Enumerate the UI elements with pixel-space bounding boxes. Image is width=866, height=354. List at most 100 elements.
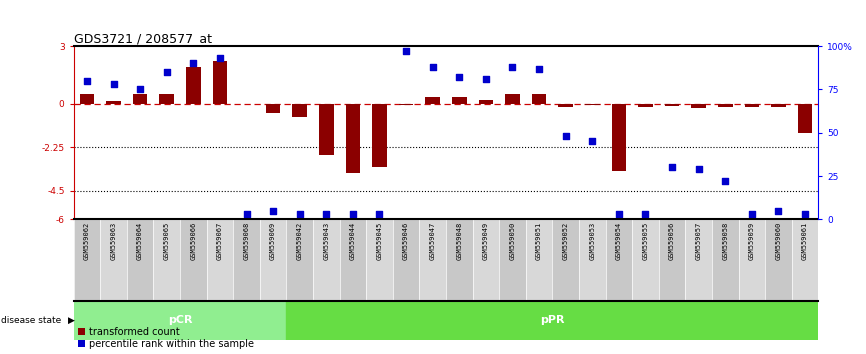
Bar bbox=[479, 100, 494, 104]
Point bbox=[213, 55, 227, 61]
Bar bbox=[180, 219, 207, 301]
Text: GSM559045: GSM559045 bbox=[377, 222, 383, 260]
Bar bbox=[266, 104, 281, 114]
Bar bbox=[293, 104, 307, 117]
Bar bbox=[585, 104, 599, 105]
Point bbox=[479, 76, 493, 82]
Bar bbox=[766, 219, 792, 301]
Bar bbox=[372, 104, 387, 167]
Text: GSM559049: GSM559049 bbox=[483, 222, 489, 260]
Bar bbox=[233, 219, 260, 301]
Bar bbox=[159, 94, 174, 104]
Point bbox=[665, 165, 679, 170]
Text: GSM559047: GSM559047 bbox=[430, 222, 436, 260]
Point bbox=[80, 78, 94, 84]
Bar bbox=[446, 219, 473, 301]
Bar bbox=[366, 219, 393, 301]
Point bbox=[585, 138, 599, 144]
Text: GSM559046: GSM559046 bbox=[403, 222, 409, 260]
Bar bbox=[718, 104, 733, 107]
Bar bbox=[605, 219, 632, 301]
Text: GDS3721 / 208577_at: GDS3721 / 208577_at bbox=[74, 32, 211, 45]
Bar bbox=[691, 104, 706, 108]
Bar bbox=[452, 97, 467, 104]
Text: disease state: disease state bbox=[1, 316, 61, 325]
Bar bbox=[505, 94, 520, 104]
Text: GSM559048: GSM559048 bbox=[456, 222, 462, 260]
Bar bbox=[739, 219, 766, 301]
Bar bbox=[107, 101, 121, 104]
Text: GSM559056: GSM559056 bbox=[669, 222, 675, 260]
Point bbox=[320, 211, 333, 217]
Point bbox=[399, 48, 413, 54]
Bar bbox=[339, 219, 366, 301]
Text: GSM559059: GSM559059 bbox=[749, 222, 755, 260]
Bar bbox=[398, 104, 413, 105]
Bar bbox=[792, 219, 818, 301]
Text: GSM559063: GSM559063 bbox=[111, 222, 117, 260]
Bar bbox=[665, 104, 680, 106]
Bar bbox=[579, 219, 605, 301]
Point bbox=[372, 211, 386, 217]
Text: GSM559060: GSM559060 bbox=[775, 222, 781, 260]
Bar bbox=[798, 104, 812, 133]
Text: GSM559067: GSM559067 bbox=[216, 222, 223, 260]
Text: GSM559044: GSM559044 bbox=[350, 222, 356, 260]
Bar bbox=[287, 301, 818, 340]
Bar bbox=[526, 219, 553, 301]
Bar bbox=[559, 104, 573, 107]
Text: GSM559068: GSM559068 bbox=[243, 222, 249, 260]
Text: GSM559053: GSM559053 bbox=[589, 222, 595, 260]
Bar bbox=[100, 219, 126, 301]
Bar bbox=[419, 219, 446, 301]
Bar bbox=[632, 219, 659, 301]
Bar bbox=[553, 219, 579, 301]
Point bbox=[133, 86, 147, 92]
Bar bbox=[745, 104, 759, 107]
Bar bbox=[771, 104, 785, 107]
Bar bbox=[611, 104, 626, 171]
Point bbox=[293, 211, 307, 217]
Point bbox=[638, 211, 652, 217]
Point bbox=[240, 211, 254, 217]
Bar bbox=[319, 104, 333, 155]
Text: ▶: ▶ bbox=[68, 316, 74, 325]
Text: GSM559051: GSM559051 bbox=[536, 222, 542, 260]
Bar bbox=[313, 219, 339, 301]
Bar bbox=[712, 219, 739, 301]
Bar bbox=[132, 94, 147, 104]
Bar bbox=[473, 219, 499, 301]
Bar bbox=[186, 67, 201, 104]
Text: GSM559043: GSM559043 bbox=[323, 222, 329, 260]
Text: GSM559052: GSM559052 bbox=[563, 222, 569, 260]
Text: GSM559061: GSM559061 bbox=[802, 222, 808, 260]
Text: GSM559064: GSM559064 bbox=[137, 222, 143, 260]
Bar bbox=[346, 104, 360, 173]
Bar bbox=[659, 219, 685, 301]
Bar bbox=[74, 301, 287, 340]
Point bbox=[186, 61, 200, 66]
Text: GSM559062: GSM559062 bbox=[84, 222, 90, 260]
Bar bbox=[212, 62, 227, 104]
Point bbox=[612, 211, 626, 217]
Text: GSM559066: GSM559066 bbox=[191, 222, 197, 260]
Bar bbox=[638, 104, 653, 107]
Text: GSM559057: GSM559057 bbox=[695, 222, 701, 260]
Bar bbox=[685, 219, 712, 301]
Point bbox=[692, 166, 706, 172]
Bar bbox=[126, 219, 153, 301]
Point bbox=[532, 66, 546, 72]
Text: GSM559054: GSM559054 bbox=[616, 222, 622, 260]
Point bbox=[772, 208, 785, 213]
Point bbox=[798, 211, 812, 217]
Point bbox=[506, 64, 520, 70]
Bar bbox=[74, 219, 100, 301]
Text: GSM559058: GSM559058 bbox=[722, 222, 728, 260]
Text: GSM559042: GSM559042 bbox=[297, 222, 303, 260]
Bar bbox=[393, 219, 419, 301]
Point bbox=[346, 211, 360, 217]
Point bbox=[452, 74, 466, 80]
Bar bbox=[532, 94, 546, 104]
Bar bbox=[287, 219, 313, 301]
Point bbox=[745, 211, 759, 217]
